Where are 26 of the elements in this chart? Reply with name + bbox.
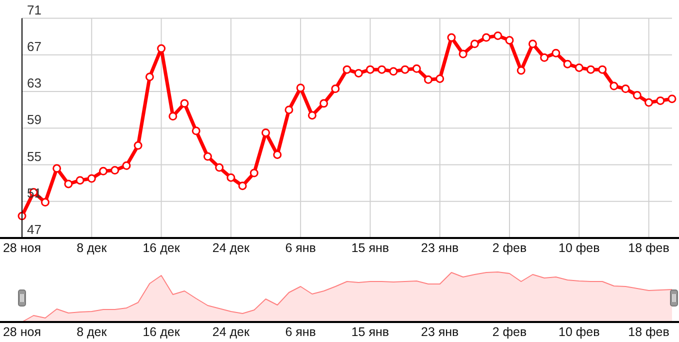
x-tick-label: 18 фев <box>628 241 670 255</box>
x-tick-label: 28 ноя <box>2 325 42 339</box>
y-tick-label: 47 <box>27 222 42 237</box>
x-tick-label: 8 дек <box>76 241 108 255</box>
y-tick-label: 71 <box>27 2 42 18</box>
x-tick-label: 23 янв <box>421 325 460 339</box>
y-tick-label: 59 <box>27 112 42 128</box>
x-tick-label: 2 фев <box>492 241 528 255</box>
x-tick-label: 16 дек <box>142 325 180 339</box>
x-tick-label: 28 ноя <box>2 241 42 255</box>
x-tick-label: 8 дек <box>76 325 108 339</box>
x-tick-label: 23 янв <box>421 241 460 255</box>
y-tick-label: 55 <box>27 148 42 164</box>
x-tick-label: 10 фев <box>558 325 600 339</box>
x-tick-label: 6 янв <box>285 241 316 255</box>
x-tick-label: 16 дек <box>142 241 180 255</box>
y-tick-label: 63 <box>27 76 42 91</box>
x-tick-label: 24 дек <box>212 325 250 339</box>
x-tick-label: 2 фев <box>492 325 528 339</box>
x-tick-label: 15 янв <box>351 241 390 255</box>
x-tick-label: 24 дек <box>212 241 250 255</box>
x-tick-label: 6 янв <box>285 325 316 339</box>
y-tick-label: 67 <box>27 38 42 54</box>
x-tick-label: 18 фев <box>628 325 670 339</box>
x-tick-label: 15 янв <box>351 325 390 339</box>
x-tick-label: 10 фев <box>558 241 600 255</box>
